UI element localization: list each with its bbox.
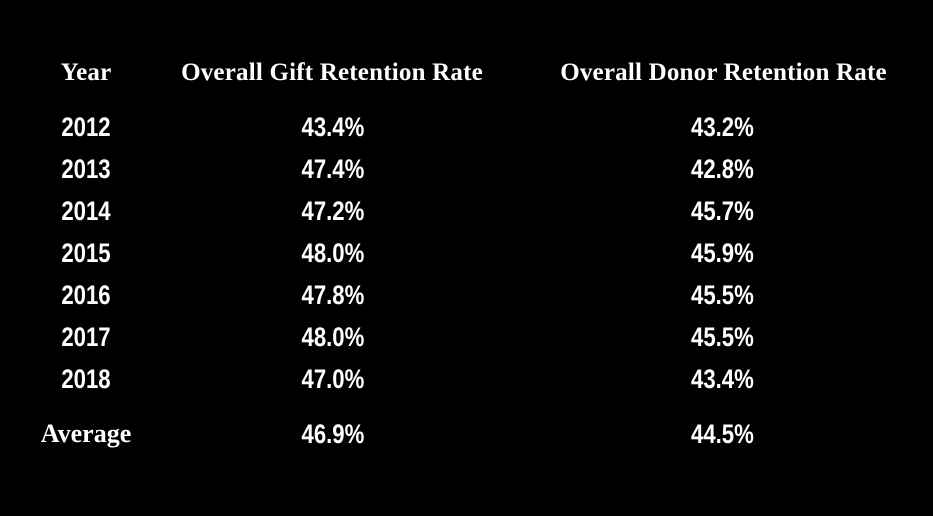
average-row: Average 46.9% 44.5%	[0, 400, 933, 468]
column-header-donor-retention: Overall Donor Retention Rate	[560, 59, 887, 86]
average-gift-cell: 46.9%	[301, 418, 365, 449]
year-cell: 2013	[61, 153, 111, 184]
gift-rate-cell: 48.0%	[301, 321, 365, 352]
donor-rate-cell: 45.9%	[691, 237, 754, 268]
gift-rate-cell: 47.8%	[301, 279, 365, 310]
donor-rate-cell: 43.2%	[691, 111, 754, 142]
table-row: 2015 48.0% 45.9%	[0, 232, 933, 274]
column-header-year: Year	[60, 59, 112, 86]
table-row: 2016 47.8% 45.5%	[0, 274, 933, 316]
year-cell: 2018	[61, 363, 111, 394]
year-cell: 2015	[61, 237, 111, 268]
gift-rate-cell: 43.4%	[301, 111, 365, 142]
year-cell: 2012	[61, 111, 111, 142]
year-cell: 2016	[61, 279, 111, 310]
donor-rate-cell: 45.5%	[691, 321, 754, 352]
year-cell: 2014	[61, 195, 111, 226]
table-row: 2012 43.4% 43.2%	[0, 106, 933, 148]
donor-rate-cell: 42.8%	[691, 153, 754, 184]
donor-rate-cell: 45.7%	[691, 195, 754, 226]
table-row: 2018 47.0% 43.4%	[0, 358, 933, 400]
table-row: 2013 47.4% 42.8%	[0, 148, 933, 190]
retention-rate-table: Year Overall Gift Retention Rate Overall…	[0, 45, 933, 468]
table-header-row: Year Overall Gift Retention Rate Overall…	[0, 45, 933, 101]
gift-rate-cell: 47.0%	[301, 363, 365, 394]
donor-rate-cell: 45.5%	[691, 279, 754, 310]
donor-rate-cell: 43.4%	[691, 363, 754, 394]
average-label: Average	[40, 419, 132, 448]
average-donor-cell: 44.5%	[691, 418, 754, 449]
gift-rate-cell: 47.2%	[301, 195, 365, 226]
table-row: 2014 47.2% 45.7%	[0, 190, 933, 232]
gift-rate-cell: 48.0%	[301, 237, 365, 268]
table-body: 2012 43.4% 43.2% 2013 47.4% 42.8% 2014 4…	[0, 106, 933, 400]
column-header-gift-retention: Overall Gift Retention Rate	[181, 59, 483, 86]
gift-rate-cell: 47.4%	[301, 153, 365, 184]
year-cell: 2017	[61, 321, 111, 352]
table-row: 2017 48.0% 45.5%	[0, 316, 933, 358]
